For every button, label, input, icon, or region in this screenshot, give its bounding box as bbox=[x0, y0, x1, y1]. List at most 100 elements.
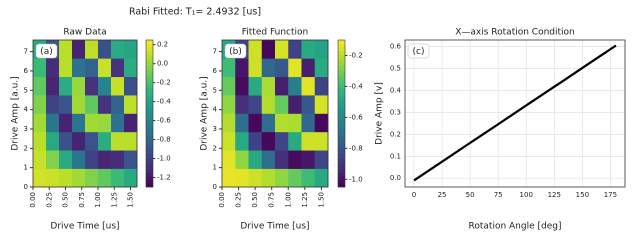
heatmap-cell bbox=[98, 58, 112, 78]
heatmap-cell bbox=[85, 150, 99, 169]
y-axis-label: Drive Amp [a.u.] bbox=[11, 76, 21, 150]
colorbar-step bbox=[338, 175, 345, 180]
colorbar-step bbox=[146, 109, 153, 114]
heatmap-cell bbox=[85, 131, 99, 151]
heatmap-cell bbox=[235, 58, 249, 78]
colorbar-tick-label: -1.0 bbox=[157, 155, 171, 163]
colorbar-step bbox=[146, 161, 153, 166]
y-tick-label: 0.3 bbox=[390, 108, 401, 116]
colorbar-step bbox=[338, 87, 345, 92]
heatmap-cell bbox=[248, 113, 263, 133]
heatmap-cell bbox=[222, 113, 236, 133]
colorbar-step bbox=[146, 142, 153, 147]
heatmap-cell bbox=[222, 58, 236, 78]
colorbar-step bbox=[146, 80, 153, 85]
heatmap-cell bbox=[111, 150, 125, 169]
y-axis-label: Drive Amp [a.u.] bbox=[200, 76, 210, 150]
panel-title: X—axis Rotation Condition bbox=[455, 28, 575, 38]
colorbar-step bbox=[146, 153, 153, 158]
heatmap-cell bbox=[288, 58, 302, 78]
y-tick-label: 2 bbox=[213, 144, 217, 152]
colorbar-step bbox=[338, 135, 345, 140]
heatmap-cell bbox=[314, 95, 329, 114]
colorbar-step bbox=[146, 157, 153, 162]
heatmap-cell bbox=[301, 131, 316, 151]
colorbar-step bbox=[146, 91, 153, 96]
heatmap-cell bbox=[261, 131, 276, 151]
colorbar-tick-label: -0.6 bbox=[157, 117, 171, 125]
colorbar-step bbox=[338, 128, 345, 133]
annotation-box bbox=[224, 43, 247, 59]
heatmap-cell bbox=[275, 113, 289, 133]
heatmap-cell bbox=[288, 150, 302, 169]
colorbar-step bbox=[146, 95, 153, 100]
x-tick-label: 0 bbox=[412, 191, 416, 199]
heatmap-cell bbox=[72, 58, 86, 78]
colorbar-step bbox=[146, 47, 153, 52]
heatmap-cell bbox=[72, 150, 86, 169]
colorbar-step bbox=[146, 117, 153, 122]
x-axis-label: Drive Time [us] bbox=[240, 222, 309, 232]
colorbar-step bbox=[338, 73, 345, 78]
heatmap-cell bbox=[46, 150, 60, 169]
y-tick-label: 4 bbox=[24, 106, 29, 114]
x-tick-label: 0.75 bbox=[268, 192, 276, 208]
heatmap-cell bbox=[261, 58, 276, 78]
x-tick-label: 1.50 bbox=[127, 192, 135, 208]
heatmap-cell bbox=[124, 95, 138, 114]
colorbar-step bbox=[338, 80, 345, 85]
colorbar-step bbox=[338, 157, 345, 162]
heatmap-cell bbox=[301, 40, 316, 59]
colorbar-step bbox=[146, 135, 153, 140]
heatmap-cell bbox=[33, 168, 47, 188]
heatmap-cell bbox=[275, 150, 289, 169]
colorbar-step bbox=[338, 139, 345, 144]
heatmap-cell bbox=[98, 113, 112, 133]
colorbar-frame bbox=[337, 39, 346, 188]
heatmap-cell bbox=[248, 76, 263, 96]
colorbar-step bbox=[338, 84, 345, 89]
colorbar-step bbox=[146, 87, 153, 92]
y-tick-label: 3 bbox=[24, 125, 28, 133]
colorbar-step bbox=[146, 73, 153, 78]
colorbar-step bbox=[146, 62, 153, 67]
heatmap-cell bbox=[301, 95, 316, 114]
heatmap-cell bbox=[111, 76, 125, 96]
heatmap-cell bbox=[59, 95, 73, 114]
y-tick-label: 6 bbox=[213, 67, 218, 75]
colorbar-tick-label: 0.2 bbox=[157, 41, 168, 49]
y-tick-label: 6 bbox=[24, 67, 29, 75]
colorbar-frame bbox=[145, 39, 154, 188]
heatmap-cell bbox=[111, 131, 125, 151]
heatmap-cell bbox=[124, 40, 138, 59]
plot-frame bbox=[404, 39, 626, 188]
colorbar-step bbox=[338, 150, 345, 155]
heatmap-cell bbox=[59, 131, 73, 151]
heatmap-cell bbox=[85, 113, 99, 133]
heatmap-cell bbox=[261, 40, 276, 59]
colorbar-tick-label: -0.8 bbox=[349, 144, 363, 152]
x-tick-label: 100 bbox=[520, 191, 533, 199]
colorbar-step bbox=[338, 54, 345, 59]
colorbar-step bbox=[338, 43, 345, 48]
heatmap-cell bbox=[72, 95, 86, 114]
heatmap-cell bbox=[288, 131, 302, 151]
colorbar-step bbox=[146, 128, 153, 133]
panel-title: Raw Data bbox=[63, 28, 106, 38]
x-tick-label: 150 bbox=[576, 191, 589, 199]
colorbar-step bbox=[146, 164, 153, 169]
heatmap-cell bbox=[72, 113, 86, 133]
heatmap-cell bbox=[33, 113, 47, 133]
y-tick-label: 0 bbox=[24, 183, 28, 191]
x-tick-label: 0.25 bbox=[235, 192, 243, 208]
colorbar-tick-label: -1.0 bbox=[349, 175, 363, 183]
heatmap-cell bbox=[85, 76, 99, 96]
colorbar-tick-label: -0.8 bbox=[157, 136, 171, 144]
heatmap-cell bbox=[59, 168, 73, 188]
colorbar-step bbox=[146, 51, 153, 55]
heatmap-cell bbox=[98, 168, 112, 188]
annotation-box bbox=[35, 43, 58, 59]
x-tick-label: 1.25 bbox=[301, 192, 309, 208]
x-tick-label: 0.25 bbox=[45, 192, 53, 208]
x-tick-label: 0.00 bbox=[218, 192, 226, 208]
